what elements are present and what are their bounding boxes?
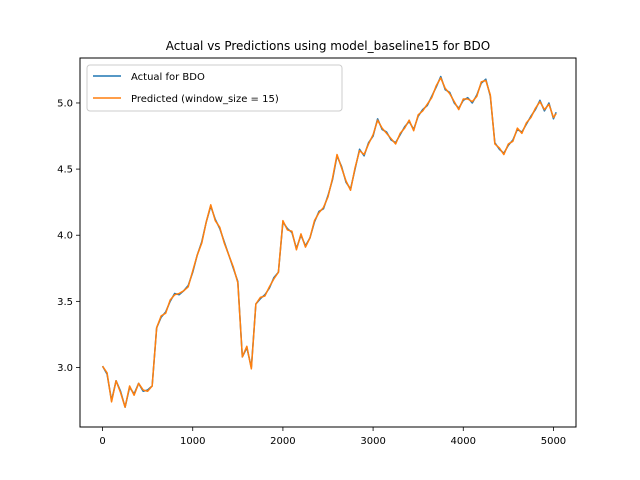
legend-label-predicted: Predicted (window_size = 15) [131,94,279,105]
legend: Actual for BDO Predicted (window_size = … [86,64,343,112]
x-tick-label: 0 [99,436,105,447]
legend-label-actual: Actual for BDO [131,72,205,83]
plot-lines [101,75,557,408]
legend-box [86,64,343,112]
y-axis: 3.0 3.5 4.0 4.5 5.0 [57,98,80,374]
series-line-actual [101,75,557,408]
chart-title: Actual vs Predictions using model_baseli… [166,39,490,53]
x-tick-label: 3000 [360,436,385,447]
y-tick-label: 3.5 [57,297,73,308]
y-tick-label: 4.0 [57,231,73,242]
x-tick-label: 2000 [270,436,295,447]
series-line-predicted [101,77,557,408]
x-tick-label: 1000 [180,436,205,447]
x-tick-label: 4000 [451,436,476,447]
y-tick-label: 3.0 [57,363,73,374]
y-tick-label: 5.0 [57,98,73,109]
x-axis: 0 1000 2000 3000 4000 5000 [99,427,566,447]
plot-frame [79,57,577,428]
x-tick-label: 5000 [541,436,566,447]
y-tick-label: 4.5 [57,165,73,176]
